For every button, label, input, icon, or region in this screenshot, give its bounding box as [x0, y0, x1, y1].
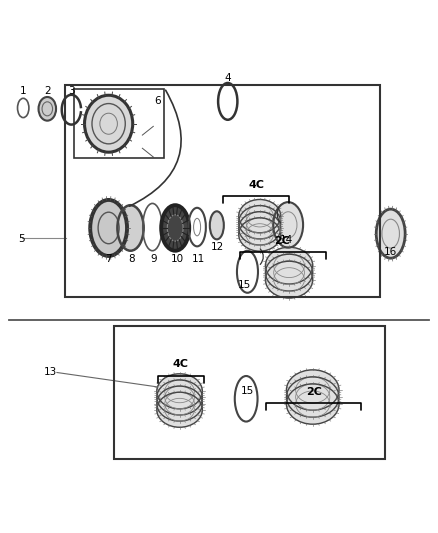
- Bar: [65, 85, 380, 297]
- Text: 6: 6: [154, 96, 161, 106]
- Text: 10: 10: [170, 254, 184, 264]
- Ellipse shape: [239, 199, 281, 233]
- Text: 5: 5: [18, 235, 25, 244]
- Text: 2: 2: [44, 86, 51, 96]
- Ellipse shape: [90, 200, 127, 256]
- Ellipse shape: [376, 209, 405, 258]
- Text: 15: 15: [238, 280, 251, 290]
- Bar: [114, 326, 385, 459]
- Ellipse shape: [273, 202, 303, 248]
- Ellipse shape: [117, 205, 144, 251]
- Text: 8: 8: [128, 254, 135, 264]
- Ellipse shape: [286, 377, 339, 417]
- Text: 13: 13: [44, 367, 57, 377]
- Ellipse shape: [239, 218, 281, 251]
- Text: 15: 15: [241, 386, 254, 397]
- Ellipse shape: [161, 205, 189, 251]
- Ellipse shape: [286, 370, 339, 410]
- Text: 4C: 4C: [248, 180, 264, 190]
- Ellipse shape: [157, 380, 202, 415]
- Ellipse shape: [265, 254, 313, 291]
- Ellipse shape: [39, 97, 56, 120]
- Text: 11: 11: [191, 254, 205, 264]
- Text: 7: 7: [105, 254, 112, 264]
- Ellipse shape: [157, 386, 202, 421]
- Ellipse shape: [239, 206, 281, 239]
- Text: 4C: 4C: [173, 359, 188, 369]
- Text: 3: 3: [68, 86, 75, 96]
- Text: 12: 12: [211, 242, 224, 252]
- Ellipse shape: [265, 261, 313, 298]
- Ellipse shape: [85, 95, 133, 152]
- Text: 1: 1: [20, 86, 27, 96]
- Ellipse shape: [210, 211, 224, 239]
- Ellipse shape: [265, 247, 313, 284]
- Text: 2C: 2C: [275, 236, 290, 246]
- Text: 9: 9: [151, 254, 158, 264]
- Ellipse shape: [286, 384, 339, 424]
- Bar: [74, 88, 164, 158]
- Text: 14: 14: [280, 235, 293, 245]
- Text: 4: 4: [224, 73, 231, 83]
- Ellipse shape: [157, 392, 202, 427]
- Ellipse shape: [157, 374, 202, 409]
- Text: 2C: 2C: [306, 386, 321, 397]
- Text: 16: 16: [384, 247, 397, 256]
- Ellipse shape: [239, 212, 281, 245]
